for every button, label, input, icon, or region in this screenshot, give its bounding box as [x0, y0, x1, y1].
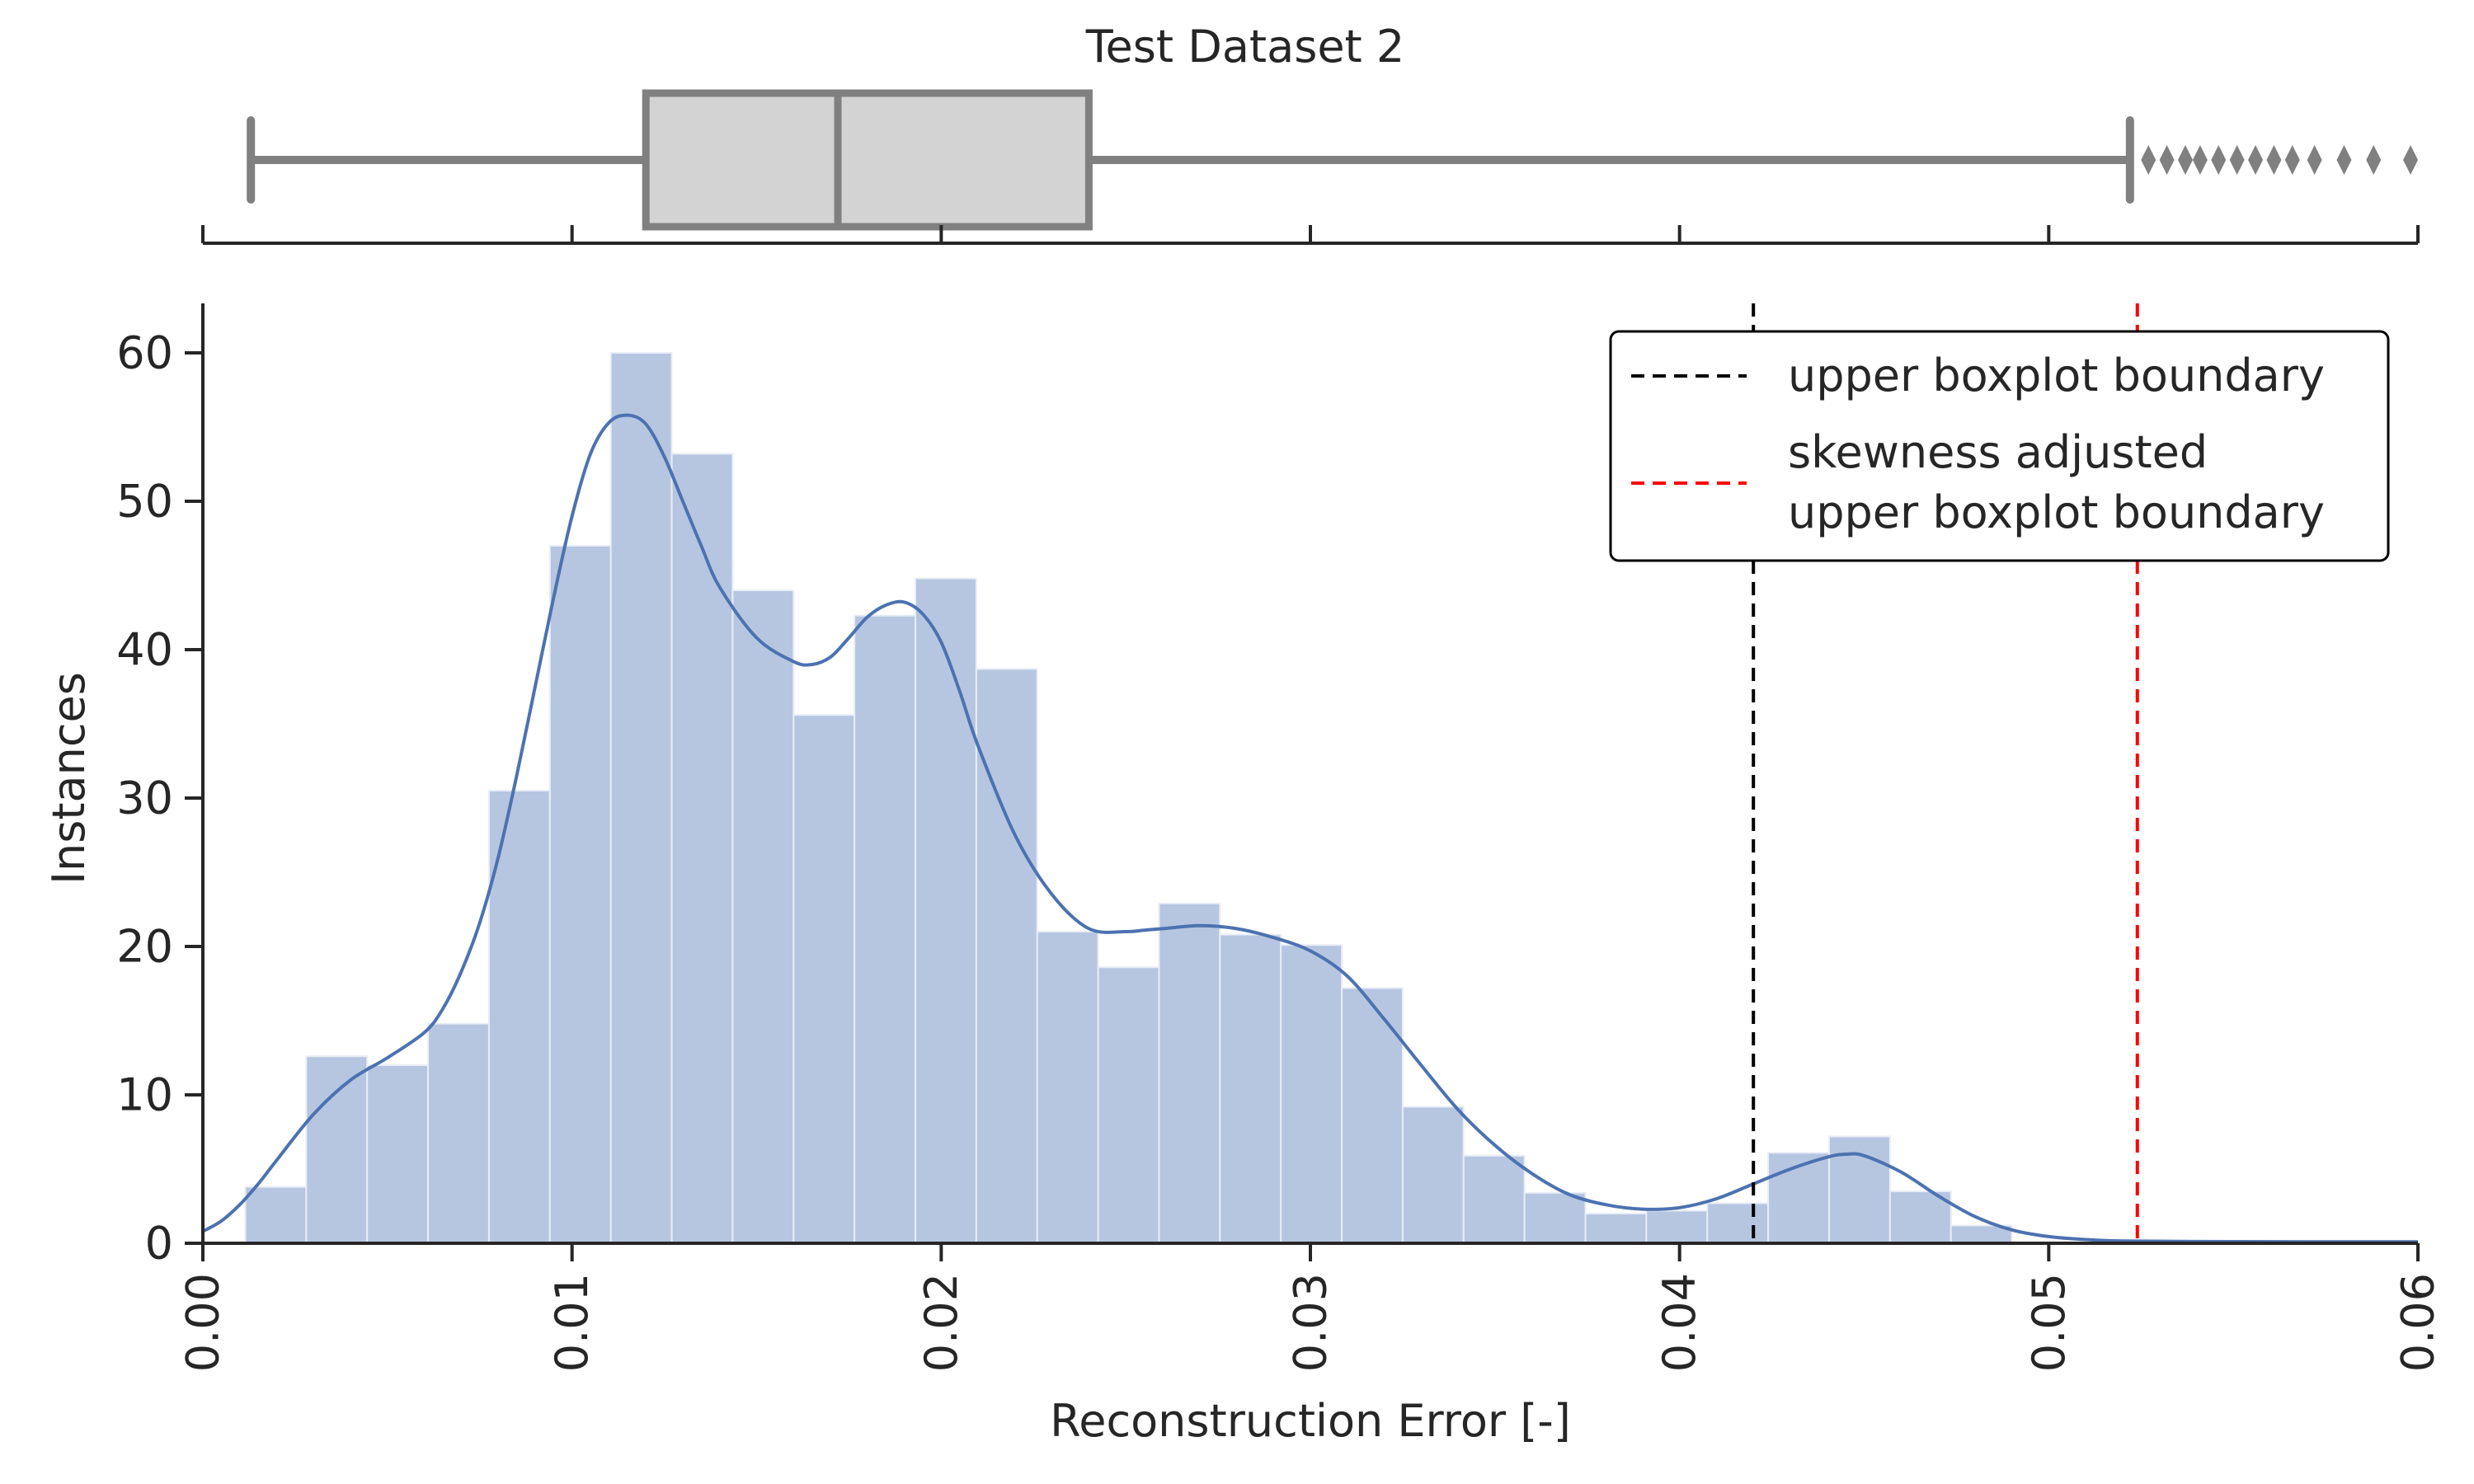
y-axis-label: Instances	[43, 672, 95, 885]
histogram-bar	[854, 614, 916, 1244]
histogram-bar	[427, 1022, 490, 1244]
x-tick-label: 0.02	[915, 1273, 967, 1372]
histogram-bar	[1036, 931, 1099, 1244]
y-tick-label: 60	[116, 327, 173, 379]
histogram-bar	[1706, 1202, 1770, 1245]
histogram-bar	[1097, 966, 1160, 1244]
histogram-bars	[244, 352, 2013, 1245]
x-axis-label: Reconstruction Error [-]	[1050, 1395, 1571, 1447]
histogram-bar	[914, 577, 977, 1244]
kde-curve	[202, 413, 2419, 1244]
histogram-bar	[1462, 1154, 1526, 1245]
histogram-bar	[670, 453, 734, 1244]
y-tick-label: 40	[116, 624, 173, 676]
histogram-bar	[1523, 1191, 1587, 1245]
outlier-marker	[2336, 145, 2352, 175]
x-tick-label: 0.01	[546, 1273, 598, 1372]
outlier-marker	[2284, 145, 2300, 175]
histogram-bar	[1584, 1213, 1648, 1244]
histogram-bar	[487, 790, 551, 1244]
y-tick-label: 10	[116, 1069, 173, 1121]
legend-label-skewness-boundary-line2: upper boxplot boundary	[1788, 486, 2325, 538]
legend-frame	[1609, 330, 2390, 562]
histogram-bar	[731, 589, 795, 1244]
histogram-bar	[1827, 1135, 1891, 1245]
histogram-bar	[366, 1064, 430, 1244]
outlier-marker	[2159, 145, 2175, 175]
outlier-marker	[2141, 145, 2157, 175]
y-tick-label: 0	[145, 1218, 173, 1270]
y-tick-label: 30	[116, 773, 173, 824]
y-axis-ticks: 0 10 20 30 40 50 60	[116, 327, 203, 1270]
box-iqr	[642, 89, 1093, 231]
x-tick-label: 0.03	[1285, 1273, 1337, 1372]
histogram-bar	[793, 714, 856, 1244]
histogram-bar	[1158, 902, 1221, 1245]
outlier-marker	[2177, 145, 2193, 175]
boxplot-title: Test Dataset 2	[1085, 21, 1405, 73]
outlier-marker	[2403, 145, 2419, 175]
histogram-bar	[975, 668, 1038, 1244]
histogram-bar	[609, 352, 673, 1244]
histogram-bar	[1645, 1209, 1709, 1245]
histogram-bar	[1219, 933, 1282, 1244]
boxplot-x-ticks	[201, 225, 2420, 243]
legend: upper boxplot boundary skewness adjusted…	[1609, 330, 2390, 562]
y-tick-label: 50	[116, 476, 173, 528]
boxplot-panel: Test Dataset 2	[201, 21, 2420, 245]
histogram-panel: 0.00 0.01 0.02 0.03 0.04 0.05 0.06 0 10 20 30 40 50…	[43, 303, 2444, 1447]
histogram-bar	[1888, 1190, 1952, 1244]
outlier-marker	[2229, 145, 2245, 175]
x-axis-ticks: 0.00 0.01 0.02 0.03 0.04 0.05 0.06	[177, 1243, 2444, 1372]
histogram-bar	[548, 545, 612, 1244]
boxplot-marks	[247, 89, 2419, 231]
outlier-marker	[2211, 145, 2227, 175]
outlier-marker	[2366, 145, 2382, 175]
x-tick-label: 0.00	[177, 1273, 229, 1372]
histogram-bar	[1280, 944, 1343, 1244]
outlier-marker	[2266, 145, 2282, 175]
x-tick-label: 0.06	[2392, 1273, 2444, 1372]
outlier-marker	[2248, 145, 2264, 175]
legend-label-upper-boundary: upper boxplot boundary	[1788, 350, 2325, 402]
legend-label-skewness-boundary-line1: skewness adjusted	[1788, 426, 2208, 478]
outlier-marker	[2192, 145, 2208, 175]
histogram-bar	[1401, 1106, 1465, 1245]
histogram-bar	[1341, 987, 1404, 1245]
histogram-bar	[244, 1186, 308, 1244]
x-tick-label: 0.05	[2023, 1273, 2075, 1372]
y-tick-label: 20	[116, 921, 173, 973]
x-tick-label: 0.04	[1653, 1273, 1705, 1372]
histogram-bar	[305, 1055, 369, 1244]
outlier-marker	[2307, 145, 2322, 175]
